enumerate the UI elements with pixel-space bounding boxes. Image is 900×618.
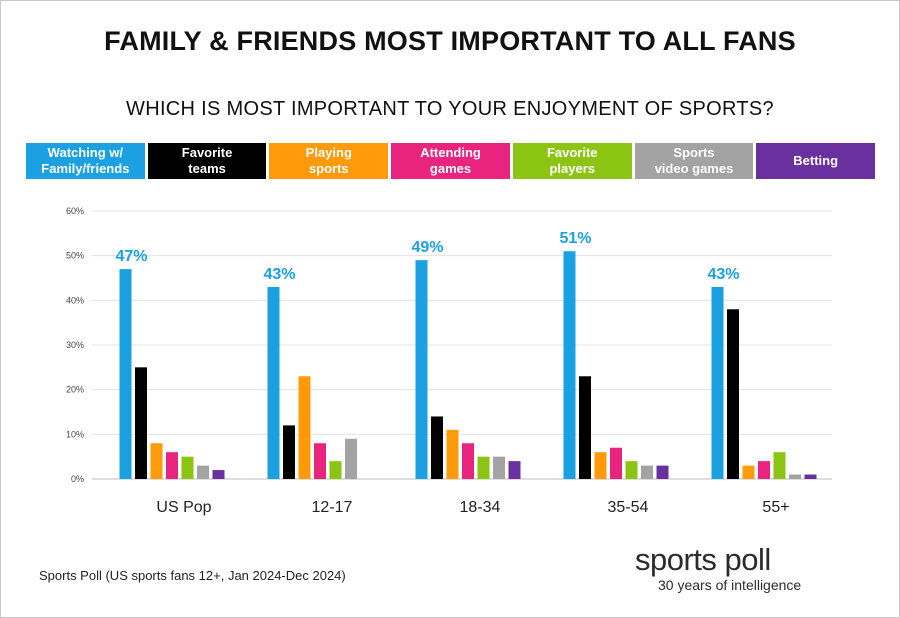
bar [563, 251, 576, 479]
x-category-label: 55+ [762, 499, 789, 516]
legend-item: Playing sports [269, 143, 389, 179]
bar [579, 376, 591, 479]
bar [625, 461, 638, 479]
logo-wordmark: sports poll [635, 542, 771, 577]
bar [119, 269, 132, 479]
bar-chart: 0% 10% 20% 30% 40% 50% 60% 47% US Pop 43% 12-17 49%… [66, 206, 832, 516]
bar [415, 260, 428, 479]
chart-title: FAMILY & FRIENDS MOST IMPORTANT TO ALL F… [104, 26, 796, 56]
data-label: 47% [115, 248, 147, 265]
bar [329, 461, 342, 479]
source-note: Sports Poll (US sports fans 12+, Jan 202… [39, 568, 346, 583]
legend-item: Sports video games [634, 143, 754, 179]
chart-subtitle: WHICH IS MOST IMPORTANT TO YOUR ENJOYMEN… [126, 98, 774, 120]
bar [742, 465, 755, 479]
legend-item: Favorite teams [147, 143, 267, 179]
y-tick-label: 40% [66, 295, 84, 305]
bar [150, 443, 163, 479]
legend-item: Betting [756, 143, 876, 179]
bar [804, 474, 817, 479]
bar [641, 465, 653, 479]
bar [298, 376, 311, 479]
bar [267, 286, 280, 479]
bar [594, 452, 607, 479]
data-label: 51% [559, 230, 591, 247]
x-category-label: 12-17 [312, 499, 353, 516]
bar [493, 456, 505, 479]
sports-poll-logo: sports poll 30 years of intelligence [635, 542, 815, 594]
bar [727, 309, 739, 479]
bar [446, 429, 459, 479]
y-tick-label: 50% [66, 251, 84, 261]
bar [283, 425, 295, 479]
bar [610, 447, 622, 479]
bar [789, 474, 801, 479]
x-category-label: US Pop [156, 499, 211, 516]
bar [345, 438, 357, 479]
bar [477, 456, 490, 479]
bar [431, 416, 443, 479]
y-tick-label: 10% [66, 429, 84, 439]
data-label: 43% [707, 266, 739, 283]
bar [656, 465, 669, 479]
y-tick-label: 0% [71, 474, 84, 484]
data-label: 49% [411, 239, 443, 256]
bar [508, 461, 521, 479]
bar [166, 452, 178, 479]
bar [758, 461, 770, 479]
y-tick-label: 20% [66, 385, 84, 395]
y-tick-label: 30% [66, 340, 84, 350]
data-label: 43% [263, 266, 295, 283]
bar [197, 465, 209, 479]
bar [212, 470, 225, 479]
x-category-label: 35-54 [608, 499, 649, 516]
bar [462, 443, 474, 479]
bar [135, 367, 147, 479]
chart-legend: Watching w/ Family/friends Favorite teams… [26, 143, 876, 179]
bar [314, 443, 326, 479]
x-category-label: 18-34 [460, 499, 501, 516]
logo-tagline: 30 years of intelligence [658, 577, 802, 593]
bar [711, 286, 724, 479]
bar [181, 456, 194, 479]
bar [773, 452, 786, 479]
y-tick-label: 60% [66, 206, 84, 216]
legend-item: Watching w/ Family/friends [26, 143, 145, 179]
legend-item: Favorite players [512, 143, 632, 179]
legend-item: Attending games [391, 143, 510, 179]
